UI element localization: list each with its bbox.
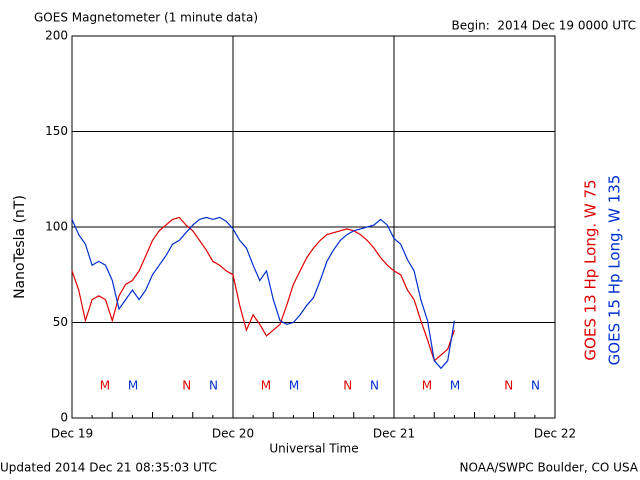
- series-line: [71, 216, 455, 370]
- y-tick-label: 100: [45, 220, 68, 234]
- annotation: M: [450, 379, 460, 393]
- annotation: M: [289, 379, 299, 393]
- footer-right: NOAA/SWPC Boulder, CO USA: [460, 461, 639, 475]
- chart-title: GOES Magnetometer (1 minute data): [34, 11, 258, 25]
- legend-entry: GOES 13 Hp Long. W 75: [582, 179, 600, 360]
- series-line: [71, 216, 455, 362]
- y-tick-label: 200: [45, 29, 68, 43]
- annotation: M: [422, 379, 432, 393]
- annotation: N: [182, 379, 191, 393]
- annotation: N: [531, 379, 540, 393]
- x-tick-label: Dec 19: [51, 427, 93, 441]
- annotation: N: [343, 379, 352, 393]
- annotation: M: [100, 379, 110, 393]
- legend-entry: GOES 15 Hp Long. W 135: [606, 175, 624, 366]
- y-tick-label: 150: [45, 124, 68, 138]
- x-tick-label: Dec 21: [373, 427, 415, 441]
- y-tick-label: 0: [60, 411, 68, 425]
- chart-subtitle: Begin: 2014 Dec 19 0000 UTC: [452, 19, 636, 33]
- y-tick-label: 50: [53, 315, 68, 329]
- annotation: M: [128, 379, 138, 393]
- annotation: N: [370, 379, 379, 393]
- x-axis-label: Universal Time: [269, 442, 358, 456]
- annotation: M: [261, 379, 271, 393]
- annotation: N: [209, 379, 218, 393]
- x-tick-label: Dec 20: [212, 427, 254, 441]
- footer-left: Updated 2014 Dec 21 08:35:03 UTC: [0, 461, 217, 475]
- annotation: N: [504, 379, 513, 393]
- y-axis-label: NanoTesla (nT): [12, 195, 28, 299]
- x-tick-label: Dec 22: [534, 427, 576, 441]
